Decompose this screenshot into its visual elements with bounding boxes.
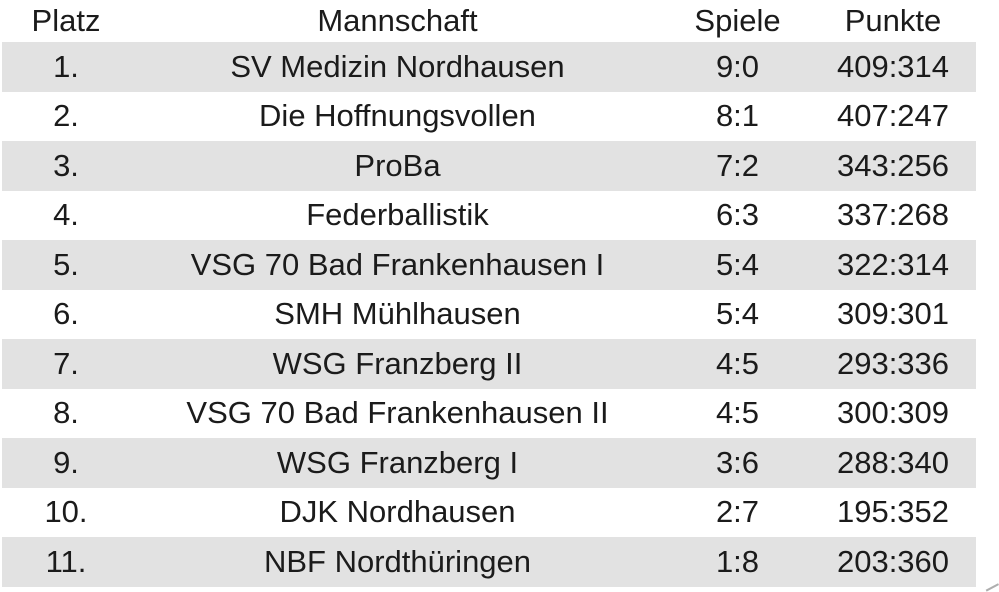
cell-spiele: 4:5 [715, 395, 760, 431]
cell-spiele: 9:0 [715, 48, 760, 84]
cell-platz: 7. [53, 345, 79, 381]
cell-punkte: 195:352 [836, 494, 950, 530]
cell-mannschaft: VSG 70 Bad Frankenhausen I [190, 246, 605, 282]
cell-punkte: 300:309 [836, 395, 950, 431]
table-row: 6. SMH Mühlhausen 5:4 309:301 [2, 289, 976, 339]
cell-spiele: 4:5 [715, 345, 760, 381]
table-row: 11. NBF Nordthüringen 1:8 203:360 [2, 537, 976, 587]
cell-spiele: 8:1 [715, 98, 760, 134]
cell-spiele: 5:4 [715, 296, 760, 332]
table-row: 4. Federballistik 6:3 337:268 [2, 190, 976, 240]
cell-punkte: 409:314 [836, 48, 950, 84]
cell-mannschaft: WSG Franzberg II [272, 345, 523, 381]
cell-punkte: 343:256 [836, 147, 950, 183]
cell-mannschaft: Die Hoffnungsvollen [259, 98, 536, 134]
table-row: 10. DJK Nordhausen 2:7 195:352 [2, 487, 976, 537]
standings-table: Platz Mannschaft Spiele Punkte 1. SV Med… [2, 0, 976, 587]
cell-platz: 8. [53, 395, 79, 431]
header-spiele: Spiele [665, 0, 810, 42]
cell-mannschaft: NBF Nordthüringen [263, 543, 532, 579]
cell-platz: 10. [44, 494, 88, 530]
table-row: 7. WSG Franzberg II 4:5 293:336 [2, 339, 976, 389]
header-mannschaft: Mannschaft [130, 0, 665, 42]
table-row: 1. SV Medizin Nordhausen 9:0 409:314 [2, 42, 976, 92]
cell-spiele: 1:8 [715, 543, 760, 579]
cell-mannschaft: Federballistik [306, 197, 489, 233]
cell-platz: 5. [53, 246, 79, 282]
cell-punkte: 203:360 [836, 543, 950, 579]
cell-punkte: 407:247 [836, 98, 950, 134]
cell-punkte: 288:340 [836, 444, 950, 480]
cell-platz: 1. [53, 48, 79, 84]
table-row: 9. WSG Franzberg I 3:6 288:340 [2, 438, 976, 488]
cell-mannschaft: VSG 70 Bad Frankenhausen II [186, 395, 609, 431]
header-platz: Platz [2, 0, 130, 42]
cell-platz: 11. [45, 543, 87, 579]
cell-punkte: 293:336 [836, 345, 950, 381]
table-row: 8. VSG 70 Bad Frankenhausen II 4:5 300:3… [2, 388, 976, 438]
table-row: 2. Die Hoffnungsvollen 8:1 407:247 [2, 91, 976, 141]
cell-mannschaft: DJK Nordhausen [279, 494, 516, 530]
cell-spiele: 3:6 [715, 444, 760, 480]
cell-spiele: 7:2 [715, 147, 760, 183]
cell-mannschaft: WSG Franzberg I [276, 444, 519, 480]
cell-punkte: 337:268 [836, 197, 950, 233]
cell-platz: 4. [53, 197, 79, 233]
cell-spiele: 5:4 [715, 246, 760, 282]
header-row: Platz Mannschaft Spiele Punkte [2, 0, 976, 42]
cell-platz: 9. [53, 444, 79, 480]
cell-platz: 2. [53, 98, 79, 134]
cell-mannschaft: ProBa [354, 147, 441, 183]
cell-spiele: 6:3 [715, 197, 760, 233]
table-row: 5. VSG 70 Bad Frankenhausen I 5:4 322:31… [2, 240, 976, 290]
cell-mannschaft: SV Medizin Nordhausen [230, 48, 565, 84]
corner-artifact [985, 583, 999, 592]
header-punkte: Punkte [810, 0, 976, 42]
cell-spiele: 2:7 [715, 494, 760, 530]
cell-platz: 3. [53, 147, 79, 183]
cell-punkte: 322:314 [836, 246, 950, 282]
cell-punkte: 309:301 [836, 296, 950, 332]
table-row: 3. ProBa 7:2 343:256 [2, 141, 976, 191]
table-body: 1. SV Medizin Nordhausen 9:0 409:314 2. … [2, 42, 976, 587]
cell-mannschaft: SMH Mühlhausen [274, 296, 521, 332]
cell-platz: 6. [53, 296, 79, 332]
